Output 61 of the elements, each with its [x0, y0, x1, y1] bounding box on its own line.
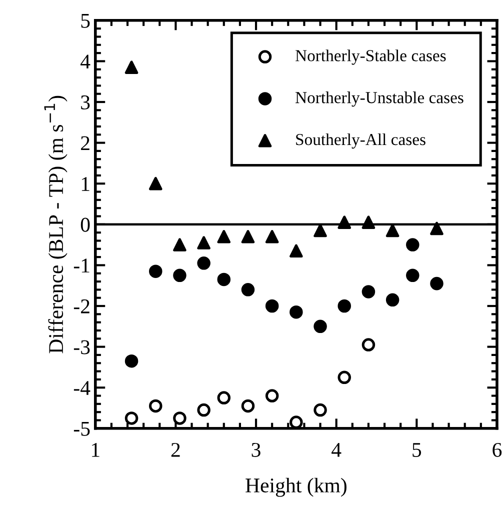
point — [217, 391, 231, 404]
point — [386, 293, 400, 307]
point — [338, 299, 351, 313]
x-axis-title: Height (km) — [246, 478, 346, 497]
point — [148, 399, 162, 413]
point — [241, 283, 255, 296]
y-tick-label: 1 — [82, 177, 90, 191]
x-tick-label: 3 — [252, 442, 260, 457]
y-axis-title: Difference (BLP - TP) (m s$^{−1}$) — [44, 96, 68, 354]
legend-label: Southerly-All cases — [296, 133, 426, 149]
y-tick-label: -5 — [74, 422, 90, 436]
y-tick-label: -4 — [74, 381, 90, 395]
point — [173, 412, 186, 425]
y-tick-label: 3 — [81, 95, 90, 110]
point — [197, 403, 210, 417]
point — [430, 222, 444, 236]
y-tick-label: 0 — [80, 218, 90, 232]
x-tick-label: 2 — [171, 442, 180, 457]
legend-label: Northerly-Stable cases — [296, 50, 446, 65]
point — [290, 244, 303, 258]
point — [314, 224, 327, 238]
point — [338, 216, 351, 229]
legend-label: Northerly-Unstable cases — [296, 92, 464, 107]
point — [124, 354, 138, 368]
point — [430, 276, 444, 290]
point — [124, 412, 138, 425]
point — [386, 224, 400, 238]
x-tick-label: 1 — [92, 442, 100, 457]
point — [362, 338, 376, 352]
point — [265, 299, 279, 313]
y-tick-label: -3 — [74, 340, 90, 354]
point — [173, 268, 186, 282]
y-tick-label: -1 — [74, 258, 90, 272]
point — [148, 176, 162, 190]
point — [406, 238, 420, 252]
point — [314, 403, 327, 417]
point — [290, 416, 303, 428]
point — [241, 399, 255, 413]
y-tick-label: 5 — [81, 14, 90, 28]
y-tick-label: -2 — [74, 299, 90, 314]
point — [217, 230, 231, 244]
point — [173, 238, 186, 252]
point — [124, 60, 138, 74]
point — [338, 370, 351, 384]
x-tick-label: 5 — [412, 443, 422, 457]
y-tick-label: 2 — [81, 136, 90, 150]
point — [362, 216, 376, 229]
point — [241, 230, 255, 244]
point — [197, 236, 210, 250]
point — [265, 230, 279, 244]
point — [197, 256, 210, 270]
point — [362, 285, 376, 298]
x-tick-label: 6 — [492, 442, 502, 457]
point — [406, 268, 420, 282]
x-tick-label: 4 — [332, 443, 342, 457]
y-tick-label: 4 — [80, 54, 90, 68]
point — [217, 272, 231, 286]
point — [265, 389, 279, 402]
point — [314, 320, 327, 334]
point — [290, 305, 303, 319]
point — [148, 264, 162, 278]
